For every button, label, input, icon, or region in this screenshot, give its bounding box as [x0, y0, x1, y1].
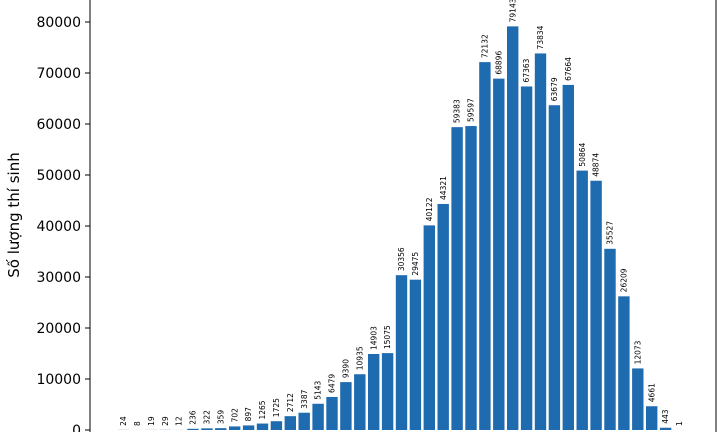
bar-series [117, 26, 686, 431]
y-tick-label: 30000 [36, 270, 81, 286]
data-label: 79143 [508, 0, 517, 22]
data-label: 2712 [286, 393, 295, 412]
data-label: 4661 [647, 383, 656, 402]
y-tick-label: 40000 [36, 219, 81, 235]
data-label: 48874 [592, 153, 601, 177]
data-label: 3387 [300, 389, 309, 408]
data-label: 443 [661, 409, 670, 424]
bar [479, 62, 491, 430]
data-label: 35527 [606, 221, 615, 245]
bar [423, 225, 435, 430]
bar [632, 368, 644, 430]
data-label: 30356 [397, 247, 406, 271]
data-label: 19 [147, 416, 156, 426]
y-tick-label: 60000 [36, 117, 81, 133]
bar [354, 374, 366, 430]
data-label: 59597 [467, 98, 476, 122]
bar [493, 78, 505, 430]
bar [646, 406, 658, 430]
bar [312, 403, 324, 430]
bar [534, 53, 547, 431]
bar [409, 279, 422, 430]
data-label: 44321 [439, 176, 448, 200]
data-label: 10935 [355, 346, 364, 370]
bar [520, 86, 533, 430]
data-label: 359 [216, 410, 225, 425]
data-label: 26209 [620, 268, 629, 292]
bar [270, 421, 283, 430]
y-axis-label: Số lượng thí sinh [5, 152, 23, 277]
data-label: 897 [244, 407, 253, 422]
data-label: 8 [133, 421, 142, 426]
bar [618, 296, 630, 430]
bar [187, 428, 199, 430]
bar [659, 427, 672, 430]
y-axis: 0 10000 20000 30000 40000 50000 60000 70000 8000… [36, 15, 90, 432]
data-label: 9390 [342, 359, 351, 378]
bar [242, 425, 255, 430]
bar [256, 423, 269, 430]
data-label: 40122 [425, 197, 434, 221]
data-label: 59383 [453, 99, 462, 123]
bar [284, 416, 296, 430]
data-label: 24 [119, 416, 128, 426]
bar [381, 353, 394, 430]
data-label: 5143 [314, 380, 323, 399]
data-label: 1725 [272, 398, 281, 417]
data-label: 12073 [633, 340, 642, 364]
data-label: 236 [189, 410, 198, 425]
y-tick-label: 20000 [36, 321, 81, 337]
bar [451, 127, 463, 430]
y-tick-label: 80000 [36, 15, 81, 31]
bar [395, 275, 408, 430]
y-tick-label: 10000 [36, 372, 81, 388]
data-label: 1 [675, 421, 684, 426]
bar [298, 412, 310, 430]
bar [507, 26, 519, 431]
y-tick-label: 0 [72, 423, 81, 432]
data-label: 29475 [411, 252, 420, 276]
y-tick-label: 50000 [36, 168, 81, 184]
bar [326, 396, 338, 430]
bar [562, 84, 574, 430]
data-label: 702 [230, 408, 239, 423]
bar [590, 180, 602, 430]
data-label-group: 24 8 19 29 12 236 322 359 702 897 1265 1725 2712 3387… [119, 0, 684, 426]
data-label: 72132 [481, 34, 490, 58]
bar [437, 203, 449, 430]
bar [215, 428, 227, 430]
bar [604, 248, 616, 430]
data-label: 67664 [564, 57, 573, 81]
bar [465, 126, 477, 430]
bar [340, 382, 352, 430]
data-label: 12 [175, 416, 184, 426]
data-label: 15075 [383, 325, 392, 349]
data-label: 50864 [578, 143, 587, 167]
bar [548, 105, 561, 431]
y-tick-label: 70000 [36, 66, 81, 82]
data-label: 6479 [328, 374, 337, 393]
bar [201, 428, 213, 430]
data-label: 73834 [536, 25, 545, 49]
bar [368, 353, 380, 430]
data-label: 68896 [494, 51, 503, 75]
bar [229, 426, 241, 430]
data-label: 1265 [258, 400, 267, 419]
data-label: 322 [203, 410, 212, 425]
bar [576, 170, 588, 430]
data-label: 14903 [369, 326, 378, 350]
data-label: 67363 [522, 58, 531, 82]
data-label: 29 [161, 416, 170, 426]
data-label: 63679 [550, 77, 559, 101]
